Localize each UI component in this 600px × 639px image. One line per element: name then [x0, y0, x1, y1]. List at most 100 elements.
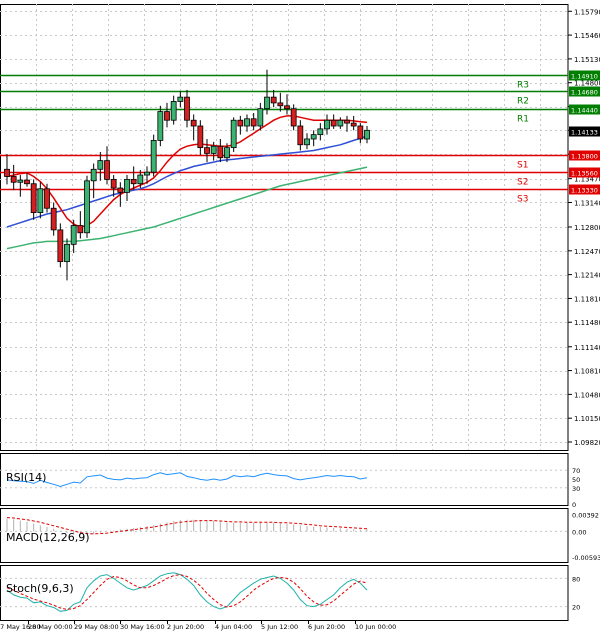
level-name-r2: R2	[517, 97, 529, 107]
candle-body	[70, 225, 77, 245]
candle	[277, 92, 284, 112]
stoch-tick-label: 20	[572, 604, 580, 612]
rsi-panel-frame	[0, 453, 569, 506]
candle	[230, 117, 237, 152]
level-price-box-r2	[569, 86, 600, 97]
candle	[130, 166, 137, 190]
candle-body	[44, 188, 50, 209]
price-tick-label: 1.12140	[574, 272, 600, 280]
candle-body	[37, 188, 44, 213]
candle-body	[4, 168, 10, 177]
candle-body	[204, 147, 210, 154]
candle-body	[217, 145, 224, 159]
candle	[344, 115, 350, 132]
level-name-s3: S3	[517, 195, 528, 205]
price-tick-label: 1.12800	[574, 224, 600, 232]
candle-body	[124, 178, 130, 193]
candle-body	[164, 111, 170, 121]
candle-body	[230, 119, 237, 149]
level-price-box-s3	[569, 184, 600, 195]
candle-body	[337, 119, 344, 127]
macd-panel: MACD(12,26,9) 0.00392 0.00 -0.005934	[0, 511, 600, 562]
level-price-label-r3: 1.14910	[571, 73, 598, 81]
time-tick-label: 27 May 16:00	[0, 623, 41, 631]
level-price-label-r2: 1.14680	[571, 89, 598, 97]
price-tick-label: 1.11810	[574, 295, 600, 303]
candle-body	[350, 122, 357, 127]
candle-body	[270, 96, 277, 104]
candle-body	[297, 125, 304, 146]
main-grid	[0, 4, 568, 450]
candle-body	[184, 96, 190, 121]
ma-red-line	[6, 115, 368, 228]
level-name-r3: R3	[517, 81, 529, 91]
candle-body	[284, 105, 290, 110]
candle	[210, 141, 217, 161]
candle	[217, 138, 224, 163]
price-tick-label: 1.13140	[574, 199, 600, 207]
candle	[304, 133, 310, 150]
rsi-tick-label: 30	[572, 485, 580, 493]
candle-body	[130, 178, 137, 185]
macd-tick-label: 0.00392	[572, 511, 599, 519]
candle-body	[290, 108, 297, 127]
candle	[350, 115, 357, 131]
price-tick-label: 1.13470	[574, 176, 600, 184]
candle-body	[10, 176, 17, 183]
candle-body	[210, 145, 217, 154]
candle-body	[170, 101, 177, 121]
candle-body	[30, 183, 37, 213]
candle	[150, 134, 157, 177]
candle	[30, 179, 37, 220]
time-tick-label: 28 May 00:00	[28, 623, 73, 631]
rsi-tick-label: 50	[572, 476, 580, 484]
price-tick-label: 1.12470	[574, 248, 600, 256]
candle-body	[24, 179, 30, 185]
candle-body	[150, 140, 157, 173]
price-tick-label: 1.15130	[574, 56, 600, 64]
rsi-tick-label: 70	[572, 467, 580, 475]
candle	[204, 138, 210, 163]
level-name-s2: S2	[517, 178, 528, 188]
candle-body	[304, 138, 310, 146]
candle-body	[57, 229, 64, 263]
candle-body	[277, 102, 284, 107]
level-name-s1: S1	[517, 161, 528, 171]
candle	[224, 143, 230, 163]
candle	[110, 175, 117, 197]
time-tick-label: 2 Jun 20:00	[167, 623, 204, 631]
level-price-label-s1: 1.13800	[571, 153, 598, 161]
level-price-label-r1: 1.14440	[571, 107, 598, 115]
candle	[124, 175, 130, 202]
candle-body	[177, 96, 184, 102]
candle	[97, 151, 104, 181]
level-price-box-r3	[569, 70, 600, 81]
rsi-tick-label: 0	[572, 501, 576, 509]
candle-body	[110, 178, 117, 189]
candle-body	[77, 225, 84, 234]
level-price-box-s1	[569, 150, 600, 161]
candle	[237, 115, 244, 135]
candle-body	[357, 125, 364, 140]
candle	[157, 105, 164, 147]
candle-body	[144, 171, 150, 176]
candle	[137, 170, 144, 189]
candle-body	[190, 119, 197, 127]
candle	[284, 94, 290, 115]
level-price-label-s2: 1.13560	[571, 170, 598, 178]
level-price-box-s2	[569, 167, 600, 178]
candle-body	[17, 179, 24, 183]
candle-body	[244, 118, 250, 127]
time-tick-label: 4 Jun 04:00	[215, 623, 252, 631]
time-tick-label: 29 May 08:00	[74, 623, 119, 631]
candle	[250, 113, 257, 131]
candle-body	[224, 147, 230, 159]
candle	[364, 125, 370, 144]
pivot-levels: R3 1.14910 R2 1.14680 R1 1.14440 S1 1.13800 S2 1.…	[0, 70, 600, 205]
stoch-signal-line	[6, 574, 368, 610]
current-price-box	[569, 126, 600, 137]
candle	[317, 123, 324, 141]
